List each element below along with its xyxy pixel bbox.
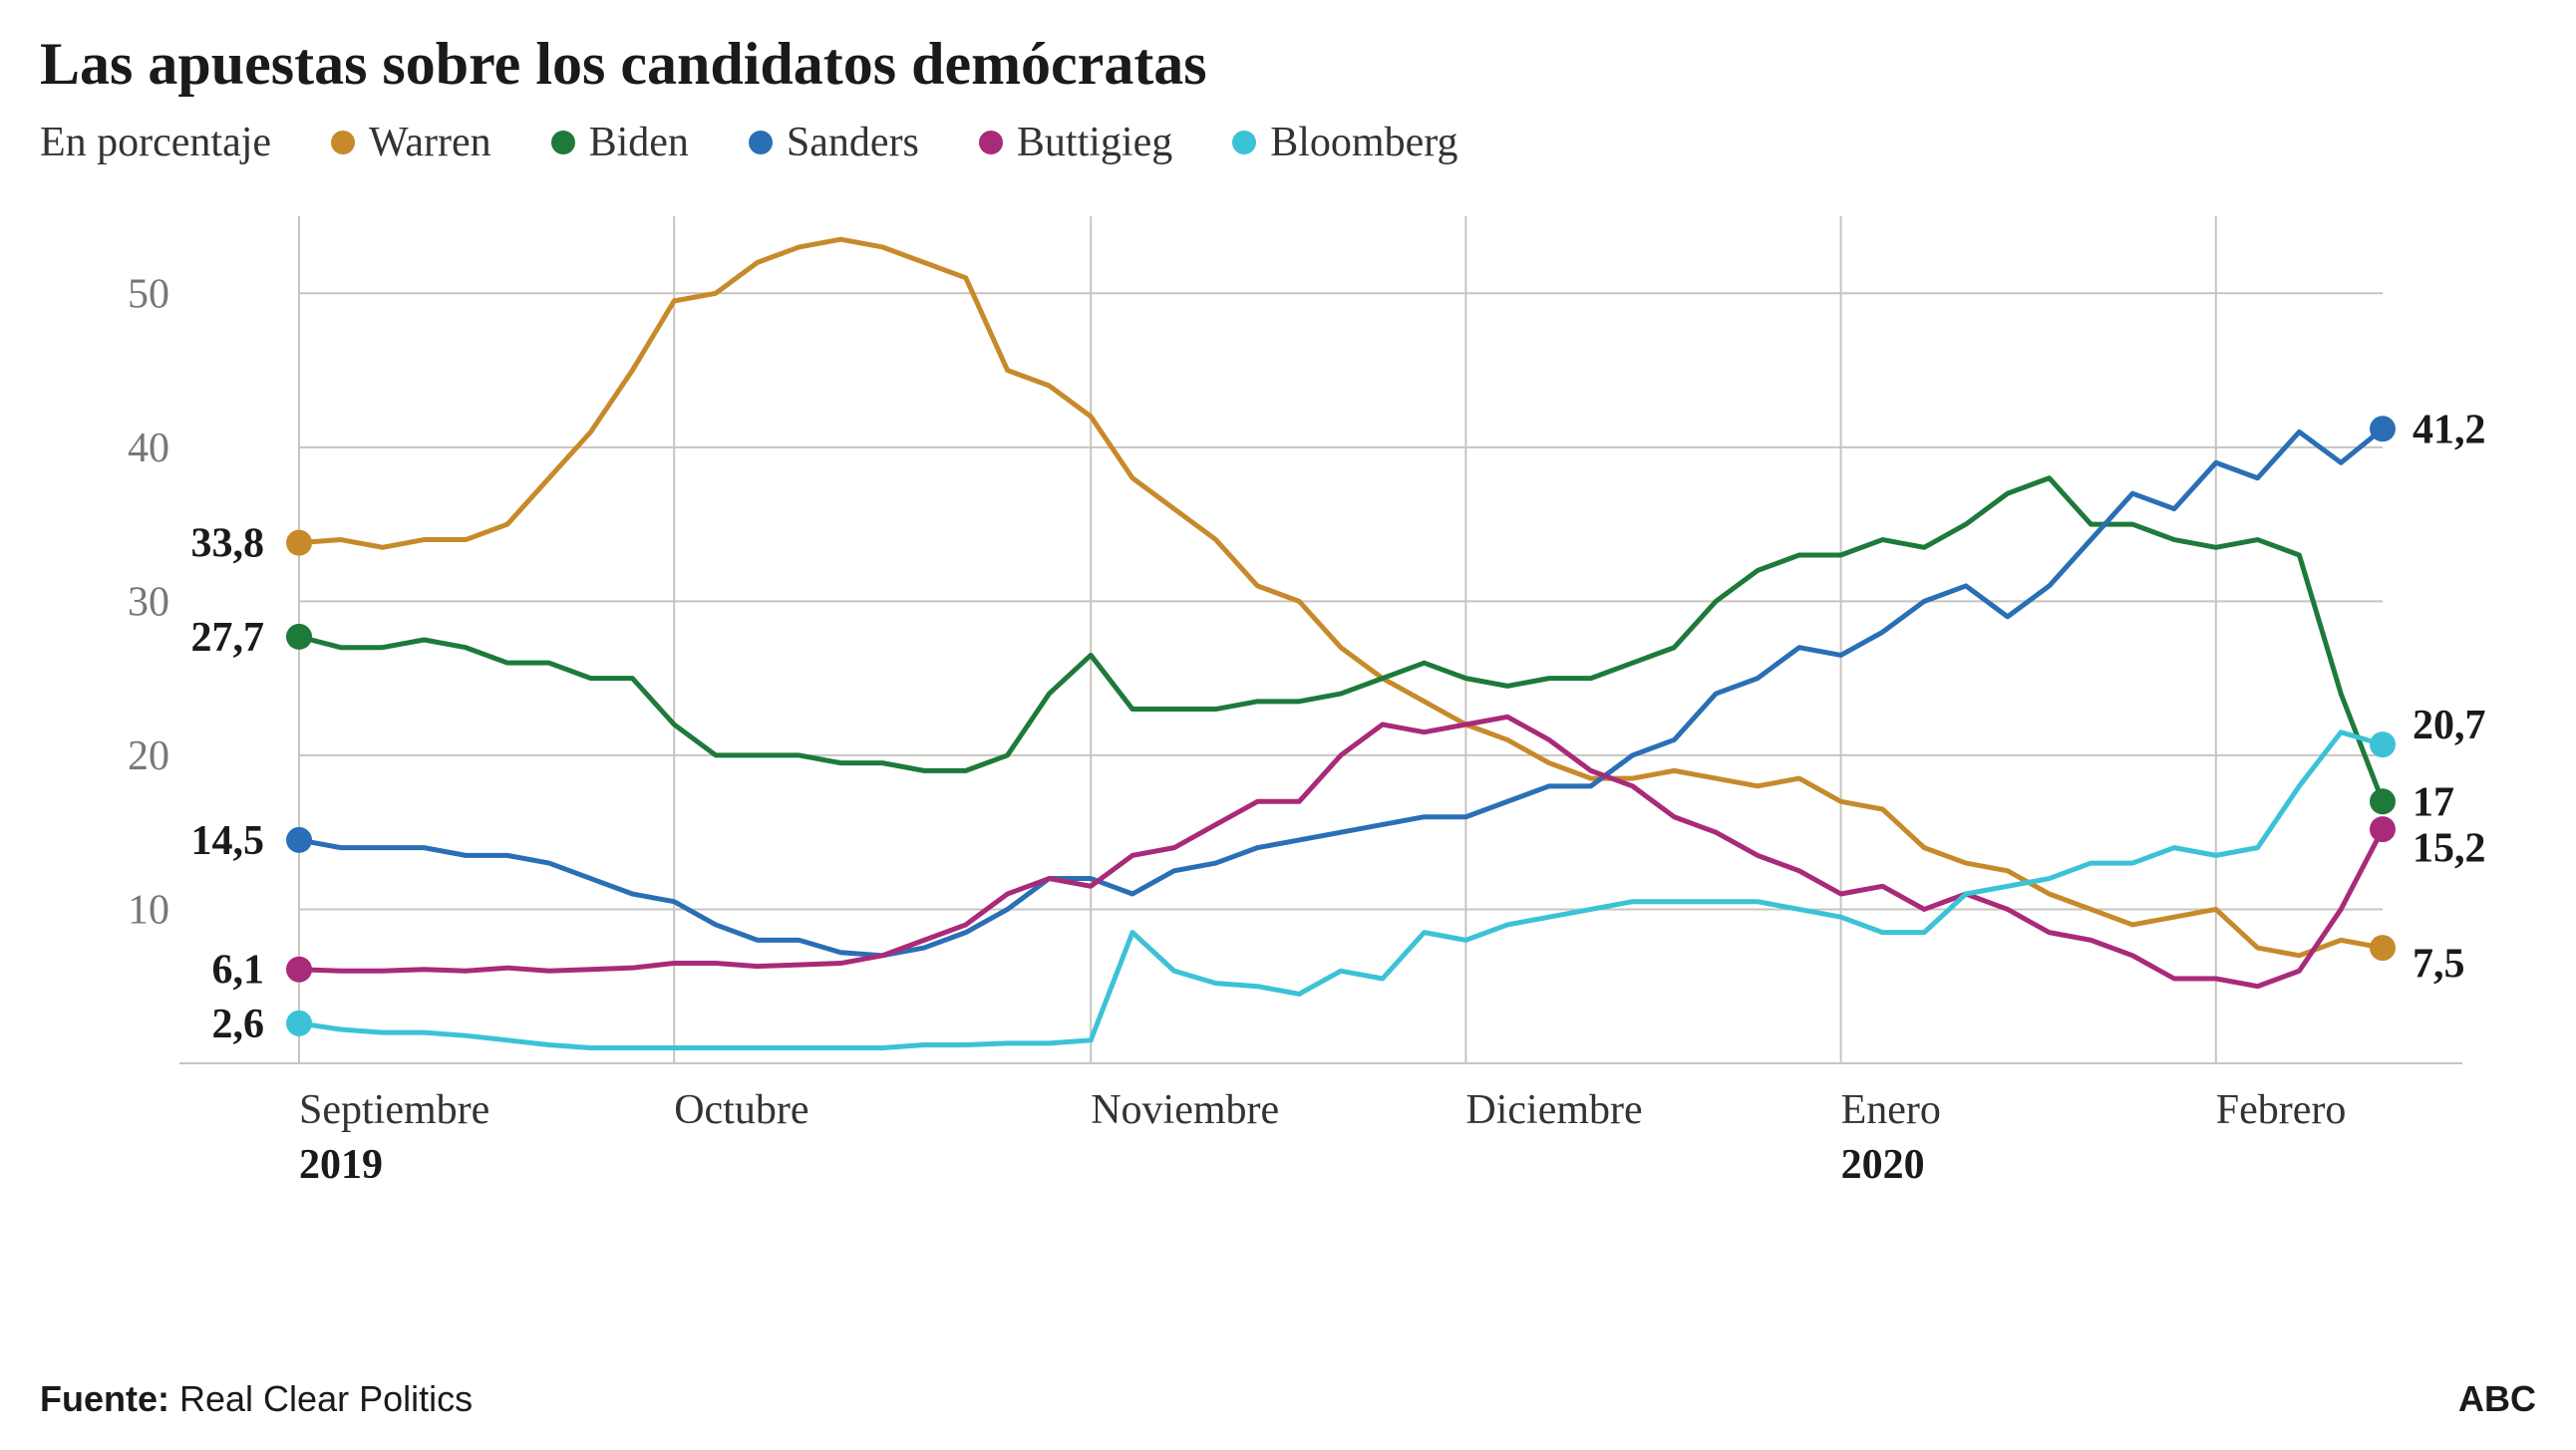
svg-text:17: 17 [2413,779,2454,825]
chart-title: Las apuestas sobre los candidatos demócr… [40,30,2536,99]
svg-text:27,7: 27,7 [191,615,265,661]
legend-label: Buttigieg [1017,119,1172,166]
legend-row: En porcentaje Warren Biden Sanders Butti… [40,119,2536,166]
svg-text:Febrero: Febrero [2216,1087,2347,1133]
legend-item-biden: Biden [551,119,689,166]
legend-label: Bloomberg [1270,119,1457,166]
legend-item-buttigieg: Buttigieg [979,119,1172,166]
svg-text:30: 30 [128,579,169,625]
svg-text:6,1: 6,1 [212,948,265,994]
svg-text:2,6: 2,6 [212,1002,265,1047]
svg-text:Octubre: Octubre [674,1087,808,1133]
legend-dot [749,131,773,154]
svg-text:Septiembre: Septiembre [299,1087,489,1133]
svg-text:7,5: 7,5 [2413,942,2465,988]
svg-text:10: 10 [128,887,169,933]
chart-area: 10 20 30 40 50 Septiembre 2019 Octubre Noviembre… [60,196,2532,1213]
svg-text:20,7: 20,7 [2413,703,2486,748]
publisher: ABC [2458,1378,2536,1420]
legend-label: Biden [589,119,689,166]
svg-text:2019: 2019 [299,1142,383,1188]
legend-item-warren: Warren [331,119,491,166]
svg-text:2020: 2020 [1841,1142,1925,1188]
svg-text:33,8: 33,8 [191,521,265,567]
chart-svg: 10 20 30 40 50 Septiembre 2019 Octubre Noviembre… [60,196,2532,1332]
svg-text:Enero: Enero [1841,1087,1941,1133]
svg-text:20: 20 [128,733,169,779]
legend-item-bloomberg: Bloomberg [1232,119,1457,166]
svg-text:40: 40 [128,426,169,471]
legend-item-sanders: Sanders [749,119,919,166]
svg-text:50: 50 [128,271,169,317]
legend-dot [1232,131,1256,154]
legend-dot [331,131,355,154]
svg-text:41,2: 41,2 [2413,407,2486,452]
legend-label: Warren [369,119,491,166]
legend-label: Sanders [787,119,919,166]
subtitle: En porcentaje [40,119,271,166]
source-text: Fuente: Real Clear Politics [40,1378,473,1420]
source-row: Fuente: Real Clear Politics ABC [40,1378,2536,1420]
legend-dot [551,131,575,154]
svg-text:15,2: 15,2 [2413,826,2486,872]
svg-text:Diciembre: Diciembre [1465,1087,1642,1133]
svg-text:Noviembre: Noviembre [1091,1087,1279,1133]
svg-text:14,5: 14,5 [191,818,265,864]
legend-dot [979,131,1003,154]
